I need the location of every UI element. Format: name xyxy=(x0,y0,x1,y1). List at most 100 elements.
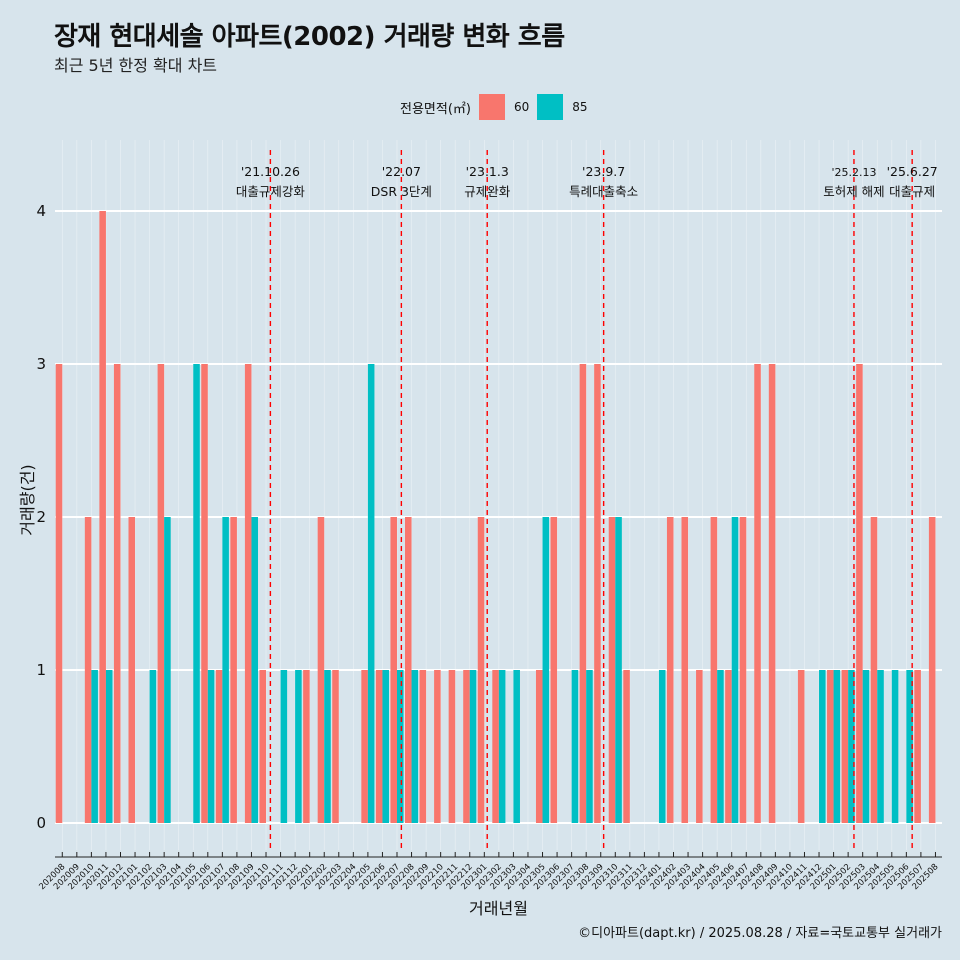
bar-60-202411 xyxy=(797,670,805,823)
event-date-label: '25.6.27 xyxy=(887,164,938,179)
bar-60-202107 xyxy=(215,670,223,823)
bar-60-202308 xyxy=(579,364,587,823)
bar-85-202506 xyxy=(906,670,913,823)
event-label: 토허제 해제 xyxy=(823,184,884,199)
bar-85-202310 xyxy=(615,517,622,823)
event-label: 대출규제강화 xyxy=(236,184,306,199)
bar-85-202505 xyxy=(891,670,899,823)
event-date-label: '23.1.3 xyxy=(466,164,509,179)
x-axis-title: 거래년월 xyxy=(469,899,528,918)
bar-60-202010 xyxy=(84,517,92,823)
bar-60-202201 xyxy=(303,670,310,823)
bar-60-202103 xyxy=(157,364,165,823)
legend-swatch-85 xyxy=(537,94,564,120)
bar-60-202408 xyxy=(754,364,761,823)
bar-60-202202 xyxy=(317,517,325,823)
y-axis-title: 거래량(건) xyxy=(18,464,37,535)
bar-60-202402 xyxy=(666,517,674,823)
bar-60-202109 xyxy=(244,364,252,823)
y-tick-label: 4 xyxy=(36,202,46,220)
bar-85-202406 xyxy=(731,517,739,823)
bar-60-202011 xyxy=(99,211,106,823)
source-caption: ©디아파트(dapt.kr) / 2025.08.28 / 자료=국토교통부 실… xyxy=(578,926,942,941)
event-date-label: '21.10.26 xyxy=(241,164,300,179)
bar-60-202108 xyxy=(230,517,237,823)
event-date-label: '25.2.13 xyxy=(831,166,876,179)
bar-60-202106 xyxy=(201,364,208,823)
bar-60-202310 xyxy=(608,517,616,823)
bar-60-202203 xyxy=(332,670,339,823)
bar-60-202301 xyxy=(477,517,485,823)
bar-60-202309 xyxy=(594,364,601,823)
bar-60-202209 xyxy=(419,670,427,823)
bar-85-202504 xyxy=(877,670,884,823)
bar-60-202508 xyxy=(928,517,936,823)
bar-85-202111 xyxy=(280,670,288,823)
legend: 전용면적(㎡) 60 85 xyxy=(400,92,596,122)
legend-swatch-60 xyxy=(478,94,505,120)
bar-85-202307 xyxy=(571,670,579,823)
legend-label-60: 60 xyxy=(513,100,530,114)
bar-60-202502 xyxy=(841,670,849,823)
chart-subtitle: 최근 5년 한정 확대 차트 xyxy=(54,56,218,75)
bar-60-202008 xyxy=(55,364,63,823)
bar-60-202205 xyxy=(361,670,368,823)
chart-title: 장재 현대세솔 아파트(2002) 거래량 변화 흐름 xyxy=(54,22,565,52)
bar-85-202412 xyxy=(819,670,826,823)
bar-85-202112 xyxy=(295,670,302,823)
bar-85-202109 xyxy=(251,517,259,823)
bar-85-202105 xyxy=(193,364,200,823)
bar-60-202207 xyxy=(390,517,397,823)
bar-85-202206 xyxy=(382,670,389,823)
bar-60-202210 xyxy=(434,670,441,823)
bar-85-202103 xyxy=(164,517,171,823)
bar-60-202208 xyxy=(404,517,412,823)
bar-85-202106 xyxy=(207,670,215,823)
event-date-label: '23.9.7 xyxy=(582,164,625,179)
bar-60-202503 xyxy=(856,364,863,823)
bar-60-202504 xyxy=(870,517,878,823)
bar-85-202502 xyxy=(848,670,855,823)
bar-60-202110 xyxy=(259,670,267,823)
bar-85-202011 xyxy=(105,670,113,823)
legend-title: 전용면적(㎡) xyxy=(400,101,471,117)
legend-label-85: 85 xyxy=(572,100,588,114)
bar-60-202306 xyxy=(550,517,558,823)
bar-85-202205 xyxy=(367,364,375,823)
bar-60-202212 xyxy=(463,670,470,823)
bar-60-202211 xyxy=(448,670,456,823)
bar-85-202405 xyxy=(717,670,724,823)
y-tick-label: 0 xyxy=(36,814,46,832)
bar-60-202403 xyxy=(681,517,689,823)
bar-60-202407 xyxy=(739,517,747,823)
bar-85-202212 xyxy=(469,670,477,823)
bar-60-202311 xyxy=(623,670,630,823)
event-label: 규제완화 xyxy=(464,184,511,199)
event-date-label: '22.07 xyxy=(382,164,421,179)
bar-60-202501 xyxy=(827,670,834,823)
bar-60-202302 xyxy=(492,670,499,823)
bar-85-202302 xyxy=(498,670,506,823)
y-tick-label: 1 xyxy=(36,661,46,679)
event-label: DSR 3단계 xyxy=(371,184,432,199)
event-label: 특례대출축소 xyxy=(569,184,638,199)
bar-85-202202 xyxy=(324,670,331,823)
bar-85-202308 xyxy=(586,670,593,823)
event-label: 대출규제 xyxy=(889,184,935,199)
bar-60-202012 xyxy=(113,364,121,823)
bar-60-202404 xyxy=(696,670,703,823)
bar-85-202305 xyxy=(542,517,550,823)
bar-85-202401 xyxy=(658,670,666,823)
bar-85-202107 xyxy=(222,517,229,823)
bar-60-202405 xyxy=(710,517,718,823)
legend-item-85: 85 xyxy=(537,94,588,120)
bar-60-202305 xyxy=(535,670,543,823)
bar-85-202501 xyxy=(833,670,841,823)
bar-85-202207 xyxy=(396,670,404,823)
legend-item-60: 60 xyxy=(478,94,530,120)
bar-85-202010 xyxy=(91,670,98,823)
bar-85-202208 xyxy=(411,670,419,823)
bar-85-202503 xyxy=(862,670,870,823)
bar-60-202206 xyxy=(375,670,383,823)
